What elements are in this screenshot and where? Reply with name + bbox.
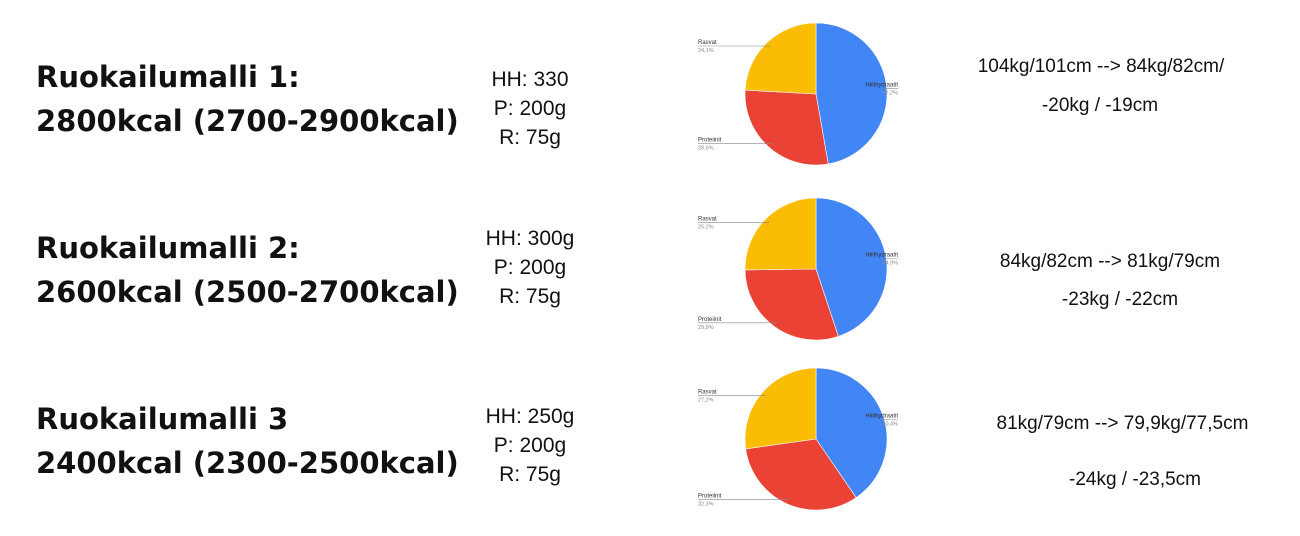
macros: HH: 330 P: 200g R: 75g xyxy=(480,65,580,152)
weight-change: 81kg/79cm --> 79,9kg/77,5cm xyxy=(996,413,1249,434)
slice-percent-label: 32,3% xyxy=(698,501,714,507)
fat-amount: R: 75g xyxy=(499,463,561,486)
slice-percent-label: 44,9% xyxy=(882,261,898,267)
weight-difference: -24kg / -23,5cm xyxy=(1069,469,1201,490)
slice-proteiinit xyxy=(744,268,839,341)
slice-label: Proteiinit xyxy=(698,493,722,499)
slice-label: Hiilihydraatit xyxy=(865,414,898,420)
slice-percent-label: 47,2% xyxy=(882,90,898,96)
protein-amount: P: 200g xyxy=(493,256,567,279)
weight-difference: -20kg / -19cm xyxy=(1041,95,1159,116)
fat-amount: R: 75g xyxy=(499,126,561,149)
plan-name: Ruokailumalli 1: xyxy=(36,60,300,94)
slice-label: Rasvat xyxy=(698,40,717,46)
carbs-amount: HH: 330 xyxy=(491,68,569,91)
protein-amount: P: 200g xyxy=(493,97,567,120)
slice-percent-label: 29,9% xyxy=(698,325,714,331)
slice-label: Proteiinit xyxy=(698,317,722,323)
plan-calories: 2400kcal (2300-2500kcal) xyxy=(36,446,459,480)
meal-plan-row-2: Ruokailumalli 2: 2600kcal (2500-2700kcal… xyxy=(0,176,1300,352)
plan-title: Ruokailumalli 2: 2600kcal (2500-2700kcal… xyxy=(36,226,459,314)
weight-change: 104kg/101cm --> 84kg/82cm/ xyxy=(977,56,1225,77)
protein-amount: P: 200g xyxy=(493,434,567,457)
macro-pie-chart: Hiilihydraatit 40,4% Proteiinit 32,3% Rasvat… xyxy=(698,367,898,511)
slice-label: Hiilihydraatit xyxy=(865,253,898,259)
meal-plan-row-1: Ruokailumalli 1: 2800kcal (2700-2900kcal… xyxy=(0,0,1300,176)
macros: HH: 250g P: 200g R: 75g xyxy=(480,402,580,489)
macros: HH: 300g P: 200g R: 75g xyxy=(480,224,580,311)
slice-hiilihydraatit xyxy=(815,197,888,337)
slice-label: Hiilihydraatit xyxy=(865,82,898,88)
slice-hiilihydraatit xyxy=(815,367,888,498)
macro-pie-chart: Hiilihydraatit 44,9% Proteiinit 29,9% Rasvat… xyxy=(698,197,898,341)
slice-proteiinit xyxy=(745,438,857,511)
plan-name: Ruokailumalli 3 xyxy=(36,402,289,436)
slice-rasvat xyxy=(744,367,817,450)
plan-title: Ruokailumalli 3 2400kcal (2300-2500kcal) xyxy=(36,397,459,485)
slice-rasvat xyxy=(744,22,817,95)
slice-proteiinit xyxy=(744,89,829,166)
carbs-amount: HH: 250g xyxy=(485,405,575,428)
macro-pie-chart: Hiilihydraatit 47,2% Proteiinit 28,6% Rasvat… xyxy=(698,22,898,166)
weight-change: 84kg/82cm --> 81kg/79cm xyxy=(999,251,1221,272)
slice-percent-label: 40,4% xyxy=(882,422,898,428)
slice-percent-label: 24,1% xyxy=(698,48,714,54)
slice-percent-label: 27,2% xyxy=(698,398,714,404)
plan-name: Ruokailumalli 2: xyxy=(36,231,300,265)
slice-label: Rasvat xyxy=(698,390,717,396)
slice-percent-label: 28,6% xyxy=(698,145,714,151)
fat-amount: R: 75g xyxy=(499,285,561,308)
slice-label: Rasvat xyxy=(698,217,717,223)
slice-percent-label: 25,2% xyxy=(698,225,714,231)
weight-difference: -23kg / -22cm xyxy=(1061,289,1179,310)
plan-calories: 2800kcal (2700-2900kcal) xyxy=(36,104,459,138)
slice-label: Proteiinit xyxy=(698,137,722,143)
meal-plan-row-3: Ruokailumalli 3 2400kcal (2300-2500kcal)… xyxy=(0,352,1300,528)
plan-calories: 2600kcal (2500-2700kcal) xyxy=(36,275,459,309)
slice-rasvat xyxy=(744,197,817,271)
slice-hiilihydraatit xyxy=(815,22,888,165)
plan-title: Ruokailumalli 1: 2800kcal (2700-2900kcal… xyxy=(36,55,459,143)
carbs-amount: HH: 300g xyxy=(485,227,575,250)
